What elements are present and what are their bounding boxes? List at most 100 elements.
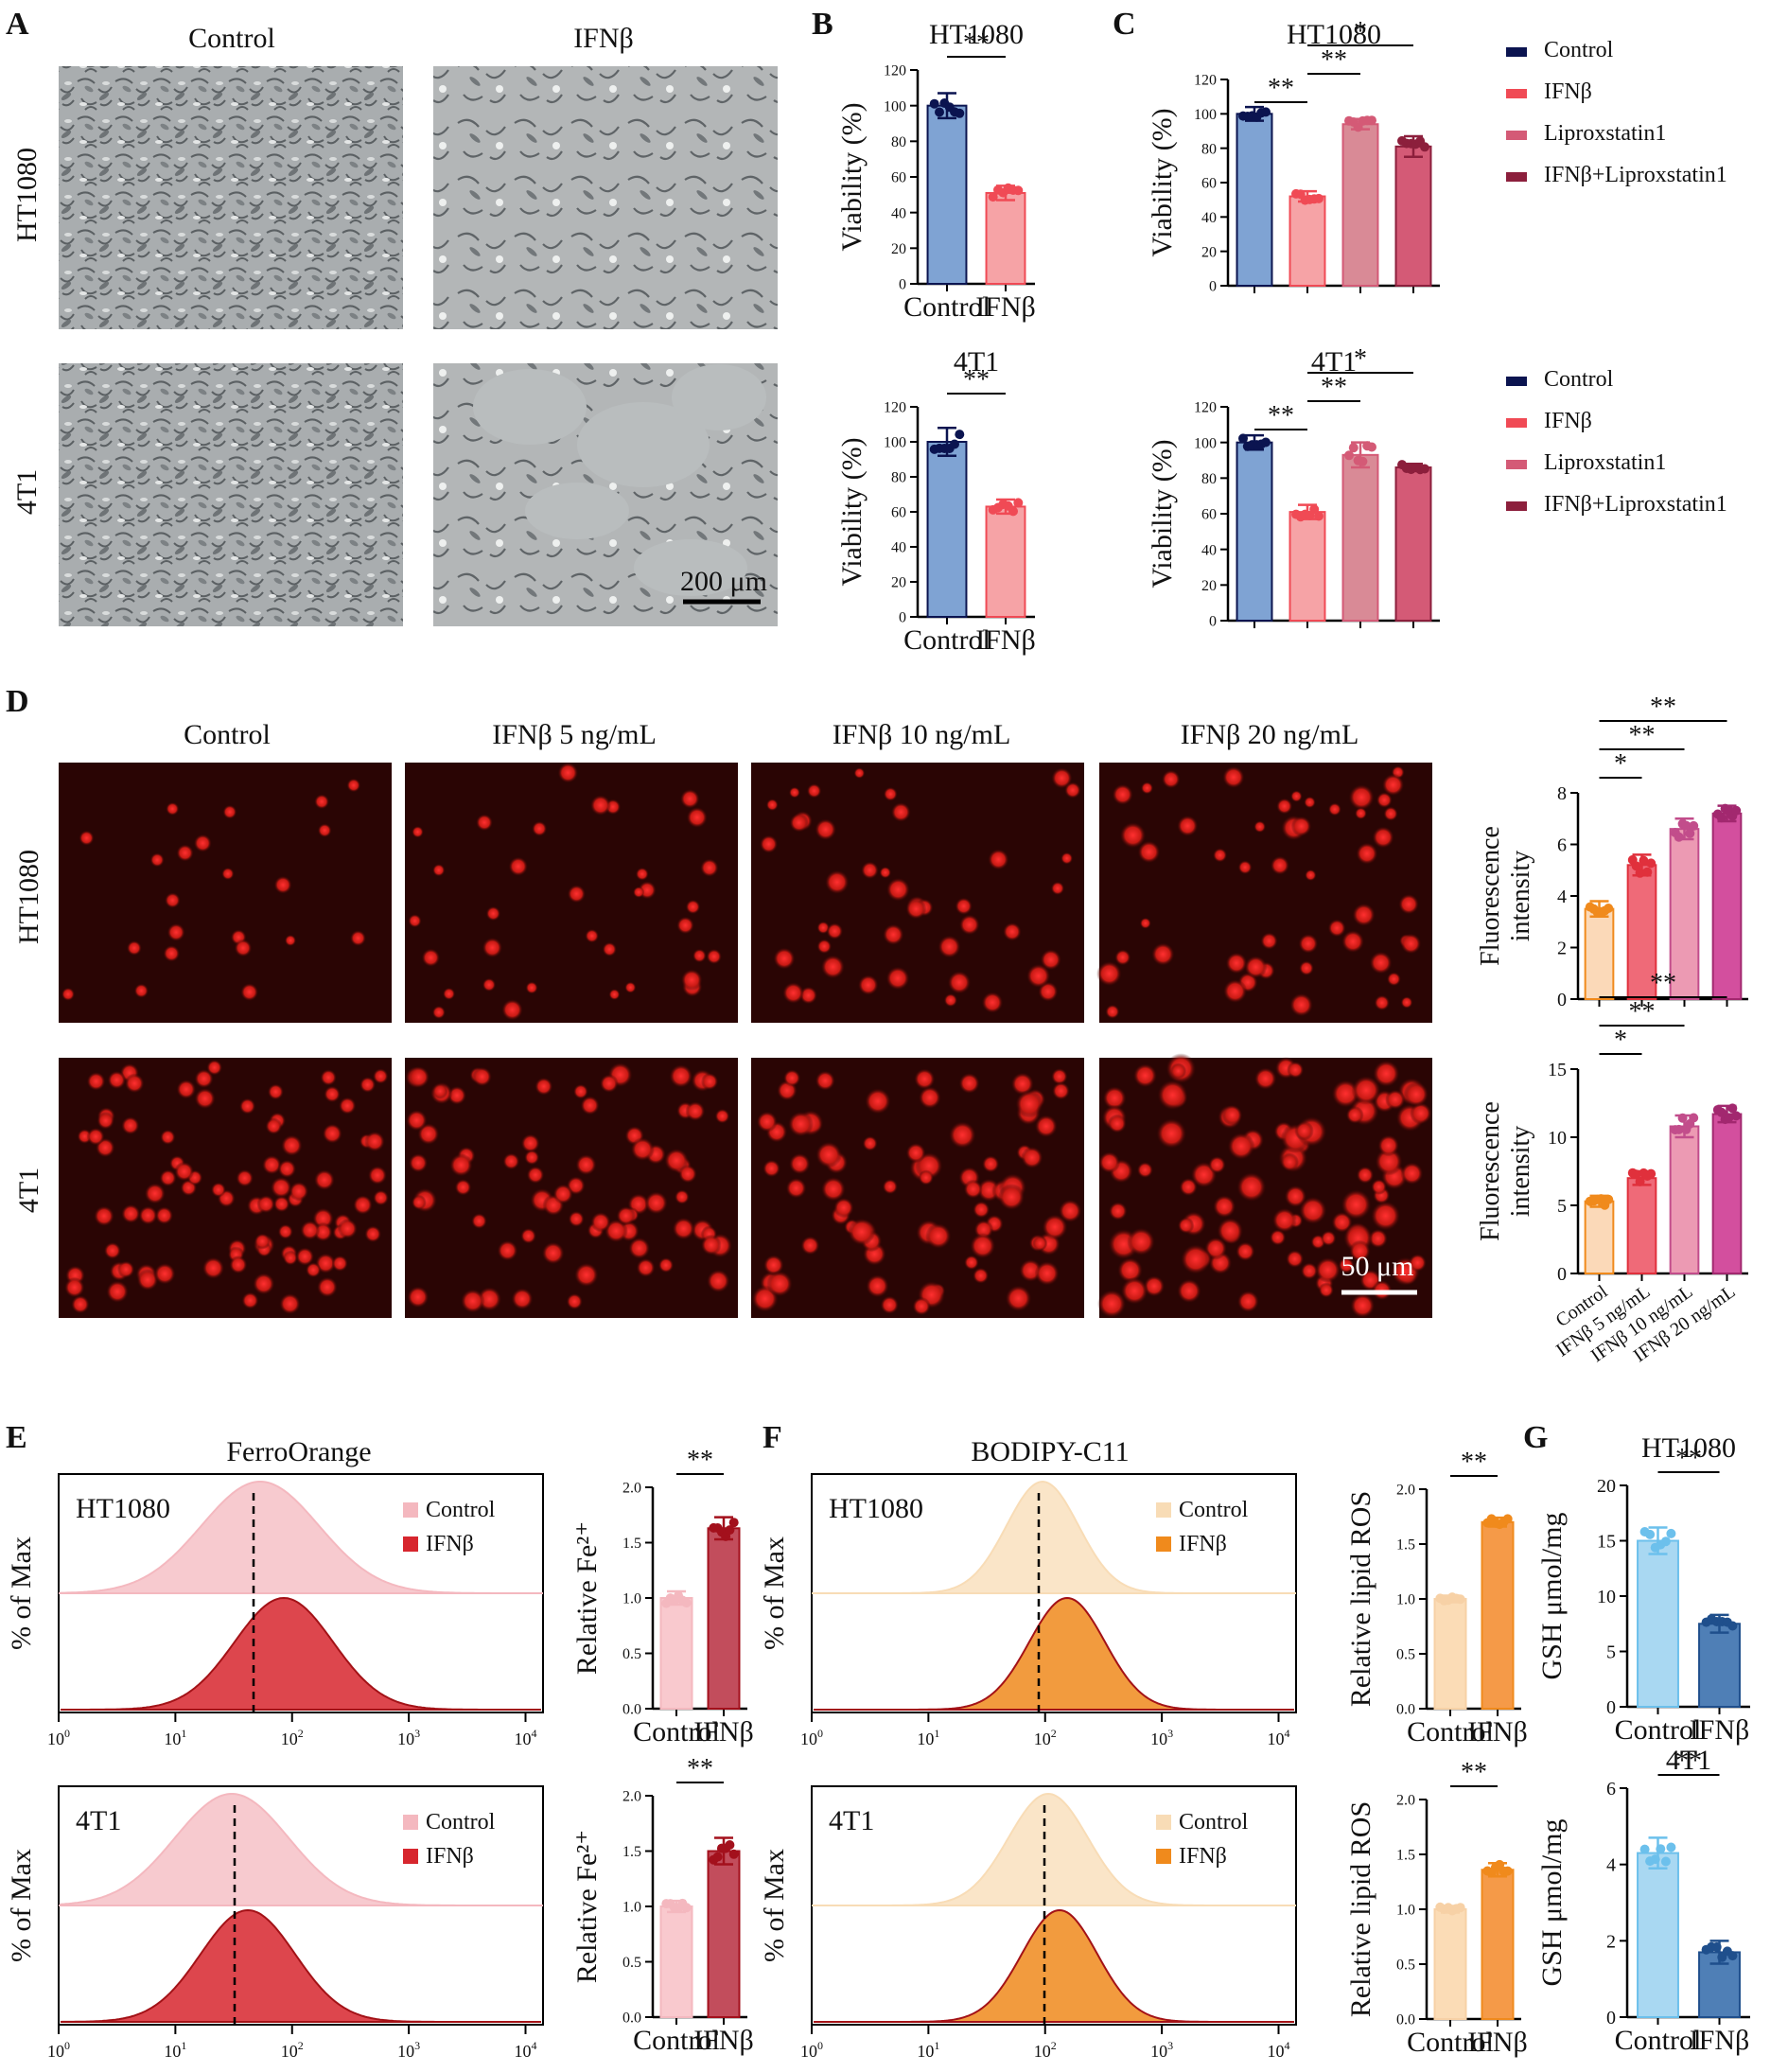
- x-tick-label: 104: [514, 2039, 536, 2061]
- category-label: Control: [633, 1716, 720, 1747]
- fluorescent-cell: [482, 937, 503, 958]
- fluorescent-cell: [1286, 1249, 1305, 1269]
- category-label: IFNβ: [693, 2025, 754, 2056]
- treated-histogram: [60, 1908, 541, 2023]
- fluorescent-cell: [756, 1111, 778, 1133]
- fluorescent-cell: [1271, 1207, 1298, 1233]
- category-label: IFNβ: [1467, 2027, 1528, 2058]
- y-axis-label: Viability (%): [1147, 108, 1178, 256]
- data-point: [955, 430, 965, 440]
- data-point: [1635, 868, 1645, 878]
- fluorescent-cell: [1177, 815, 1199, 837]
- y-tick-label: 0: [899, 277, 906, 293]
- x-tick-label: 102: [1034, 2039, 1057, 2061]
- y-tick-label: 80: [891, 134, 906, 150]
- fluorescent-cell: [1410, 1102, 1432, 1125]
- fluorescent-cell: [61, 987, 76, 1002]
- fluorescent-cell: [580, 1096, 600, 1115]
- fluorescent-cell: [1170, 1062, 1187, 1080]
- micro-col-label: IFNβ: [573, 23, 634, 54]
- y-tick-label: 0: [1209, 279, 1217, 295]
- fluorescent-cell: [1208, 1155, 1226, 1174]
- fluorescent-cell: [1314, 1256, 1341, 1284]
- fluor-col-label: IFNβ 20 ng/mL: [1181, 719, 1359, 750]
- fluorescent-cell: [1180, 1243, 1211, 1275]
- fluorescent-cell: [943, 992, 958, 1008]
- legend-label: Liproxstatin1: [1544, 450, 1666, 475]
- data-point: [1309, 504, 1320, 515]
- data-point: [1677, 1113, 1688, 1123]
- fluorescent-cell: [71, 1294, 90, 1314]
- data-point: [1660, 1856, 1671, 1867]
- fluorescent-cell: [1050, 881, 1065, 896]
- data-point: [1238, 433, 1248, 444]
- fluor-row-label: 4T1: [13, 1168, 44, 1213]
- data-point: [1731, 1111, 1742, 1121]
- legend-label: Control: [426, 1498, 496, 1522]
- empty-area: [473, 369, 587, 445]
- significance-label: **: [963, 28, 990, 58]
- y-tick-label: 20: [1201, 578, 1217, 594]
- fluorescent-cell: [1177, 1217, 1195, 1234]
- fluorescent-cell: [630, 1137, 655, 1162]
- x-tick-exponent: 1: [934, 1727, 939, 1740]
- y-axis-label: Viability (%): [836, 437, 868, 586]
- fluorescent-cell: [229, 1255, 248, 1274]
- fluorescent-cell: [160, 1129, 176, 1146]
- fluorescent-cell: [590, 1211, 611, 1233]
- fluorescent-cell: [267, 1083, 285, 1100]
- fluorescent-cell: [106, 1280, 130, 1304]
- fluorescent-cell: [279, 1292, 301, 1315]
- fluorescent-cell: [346, 778, 361, 793]
- fluorescent-cell: [914, 1068, 936, 1090]
- data-point: [950, 439, 959, 449]
- y-tick-label: 2.0: [622, 1789, 641, 1805]
- fluorescent-cell: [1386, 972, 1401, 987]
- control-histogram: [60, 1481, 541, 1594]
- y-axis-label: Fluorescence: [1476, 826, 1505, 966]
- fluorescent-cell: [885, 877, 911, 902]
- fluorescence-image: [59, 1058, 392, 1318]
- fluorescent-cell: [1236, 1241, 1255, 1262]
- fluorescent-cell: [857, 975, 879, 996]
- y-tick-label: 60: [1201, 507, 1217, 523]
- fluorescent-cell: [788, 786, 801, 799]
- significance-label: *: [1354, 17, 1367, 46]
- data-point: [1367, 442, 1376, 452]
- fluor-col-label: Control: [184, 719, 271, 750]
- y-tick-label: 20: [891, 241, 906, 257]
- data-point: [1646, 858, 1657, 869]
- y-tick-label: 120: [1194, 73, 1217, 89]
- fluorescent-cell: [1177, 1278, 1201, 1304]
- fluorescent-cell: [1287, 1061, 1305, 1079]
- fluorescent-cell: [63, 1276, 85, 1298]
- x-tick-exponent: 0: [64, 1727, 70, 1740]
- fluorescent-cell: [800, 1236, 820, 1255]
- y-tick-label: 20: [1201, 244, 1217, 260]
- fluorescent-cell: [221, 867, 235, 881]
- treated-histogram: [814, 1908, 1294, 2023]
- fluorescent-cell: [421, 948, 441, 968]
- fluorescent-cell: [970, 1233, 996, 1259]
- data-point: [681, 1598, 692, 1608]
- fluorescent-cell: [862, 1135, 878, 1151]
- flow-dye-title: FerroOrange: [226, 1436, 371, 1467]
- fluorescent-cell: [305, 1262, 322, 1278]
- panel-letter-E: E: [6, 1420, 27, 1455]
- fluorescent-cell: [885, 966, 910, 991]
- fluorescent-cell: [782, 981, 805, 1005]
- y-tick-label: 8: [1557, 783, 1567, 804]
- fluorescent-cell: [1212, 1194, 1236, 1219]
- fluorescent-cell: [1225, 952, 1248, 975]
- fluorescent-cell: [1236, 1171, 1267, 1203]
- bar: [1481, 1520, 1515, 1711]
- x-tick-exponent: 1: [181, 2039, 186, 2052]
- histogram-ylabel: % of Max: [6, 1536, 37, 1650]
- x-tick-label: 103: [397, 1727, 420, 1748]
- treated-histogram: [61, 1596, 541, 1711]
- fluorescent-cell: [1294, 1121, 1314, 1141]
- fluorescent-cell: [1221, 1104, 1243, 1126]
- fluorescent-cell: [787, 1111, 815, 1137]
